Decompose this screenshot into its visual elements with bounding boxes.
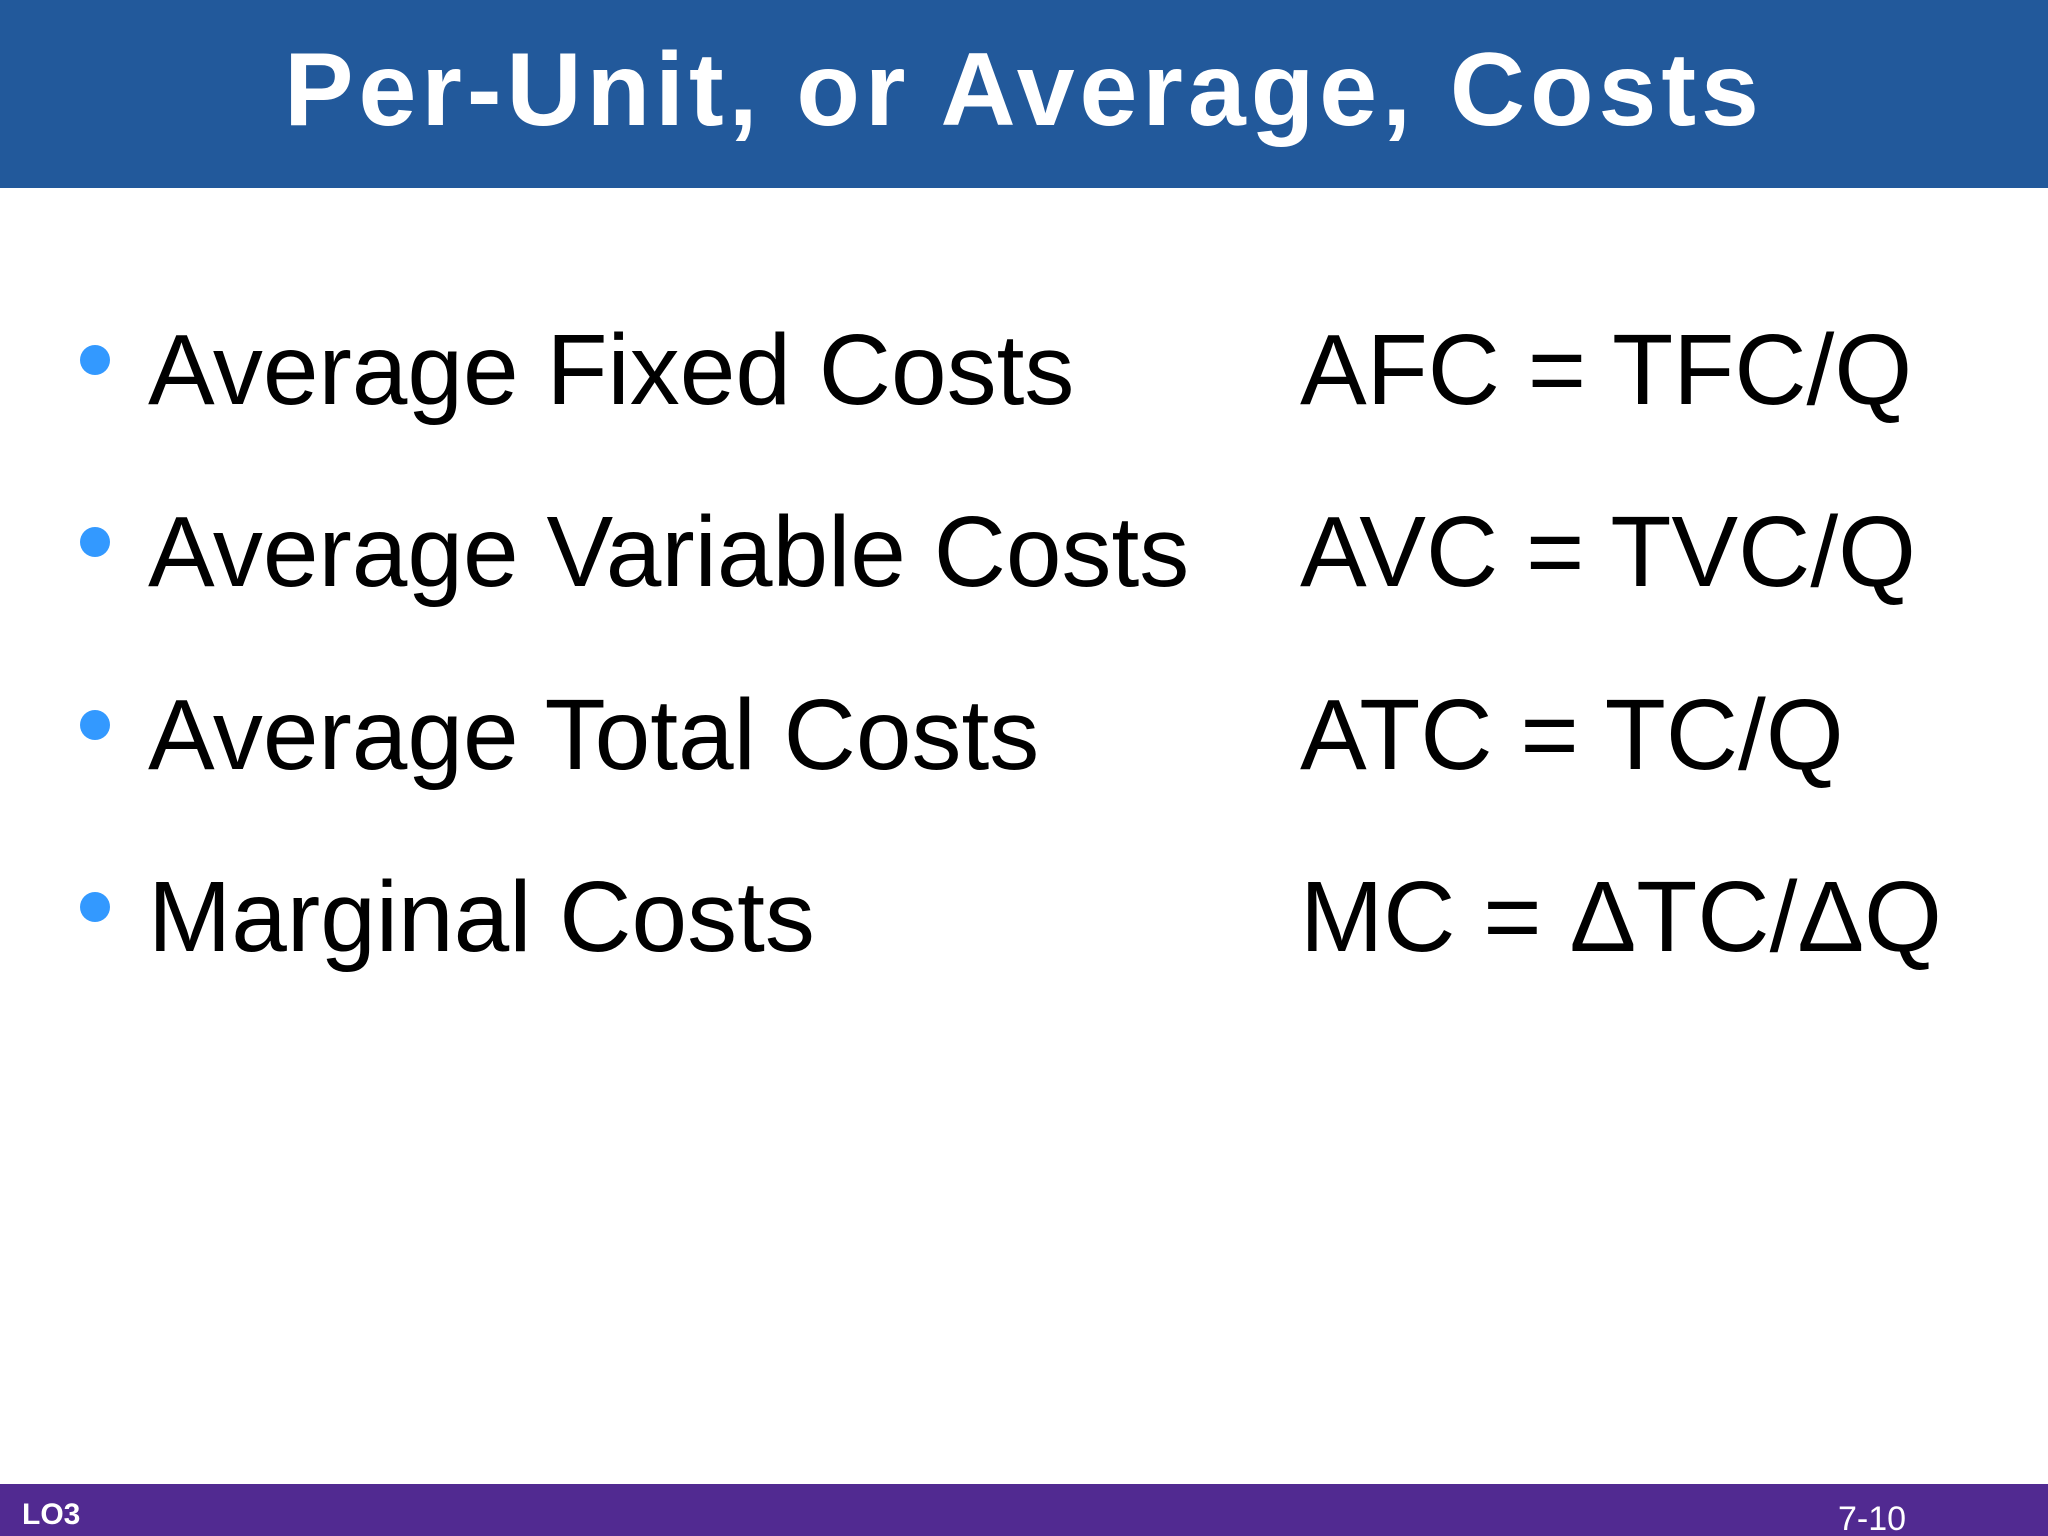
bullet-dot-icon	[80, 527, 110, 557]
list-item: Marginal Costs MC = ΔTC/ΔQ	[0, 857, 2048, 977]
item-label: Average Total Costs	[148, 679, 1040, 791]
learning-objective-label: LO3	[22, 1498, 81, 1531]
title-bar: Per-Unit, or Average, Costs	[0, 0, 2048, 188]
bullet-dot-icon	[80, 892, 110, 922]
item-formula: MC = ΔTC/ΔQ	[1300, 861, 1942, 973]
item-label: Average Fixed Costs	[148, 314, 1075, 426]
item-formula: AFC = TFC/Q	[1300, 314, 1913, 426]
bullet-dot-icon	[80, 345, 110, 375]
item-formula: ATC = TC/Q	[1300, 679, 1844, 791]
list-item: Average Variable Costs AVC = TVC/Q	[0, 492, 2048, 612]
list-item: Average Fixed Costs AFC = TFC/Q	[0, 310, 2048, 430]
slide-title: Per-Unit, or Average, Costs	[284, 31, 1764, 148]
slide-number: 7-10	[1838, 1500, 1907, 1536]
item-formula: AVC = TVC/Q	[1300, 496, 1916, 608]
item-label: Average Variable Costs	[148, 496, 1190, 608]
footer-bar	[0, 1484, 2048, 1536]
list-item: Average Total Costs ATC = TC/Q	[0, 675, 2048, 795]
item-label: Marginal Costs	[148, 861, 815, 973]
bullet-dot-icon	[80, 710, 110, 740]
